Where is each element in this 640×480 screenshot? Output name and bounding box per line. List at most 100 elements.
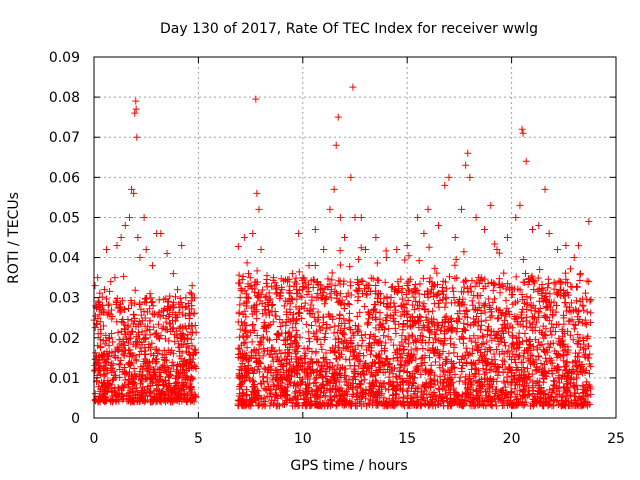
data-point xyxy=(332,335,340,343)
data-point xyxy=(520,299,528,307)
data-point xyxy=(187,384,195,392)
data-point xyxy=(105,300,113,308)
data-point xyxy=(431,392,439,400)
data-point-peak xyxy=(522,157,530,165)
data-point xyxy=(547,298,555,306)
data-point xyxy=(389,283,397,291)
data-point xyxy=(140,362,148,370)
data-point-peak xyxy=(305,262,313,270)
data-point xyxy=(541,348,549,356)
data-point xyxy=(379,398,387,406)
data-point xyxy=(347,282,355,290)
data-point xyxy=(296,386,304,394)
data-point xyxy=(309,305,317,313)
data-point xyxy=(474,322,482,330)
data-point-peak xyxy=(516,201,524,209)
data-point xyxy=(259,352,267,360)
data-point xyxy=(506,401,514,409)
data-point xyxy=(409,301,417,309)
data-point xyxy=(448,318,456,326)
data-point xyxy=(149,302,157,310)
data-point xyxy=(281,276,289,284)
data-point xyxy=(424,326,432,334)
data-point xyxy=(124,304,132,312)
data-point xyxy=(576,316,584,324)
data-point xyxy=(147,294,155,302)
data-point xyxy=(545,401,553,409)
data-point xyxy=(422,313,430,321)
data-point xyxy=(391,348,399,356)
data-point xyxy=(263,272,271,280)
data-point xyxy=(431,402,439,410)
x-axis-label: GPS time / hours xyxy=(290,458,407,474)
data-point xyxy=(398,375,406,383)
data-point xyxy=(533,318,541,326)
data-point xyxy=(382,385,390,393)
data-point xyxy=(107,360,115,368)
data-point xyxy=(571,389,579,397)
data-point xyxy=(503,304,511,312)
data-point xyxy=(262,311,270,319)
data-point xyxy=(582,381,590,389)
data-point xyxy=(398,387,406,395)
data-point xyxy=(164,373,172,381)
data-point xyxy=(458,333,466,341)
data-point xyxy=(543,314,551,322)
data-point-peak xyxy=(341,234,349,241)
data-point xyxy=(260,400,268,408)
data-point xyxy=(176,294,184,302)
data-point xyxy=(168,358,176,366)
data-point xyxy=(416,280,424,288)
data-point xyxy=(366,339,374,347)
plot-frame xyxy=(93,56,617,419)
data-point xyxy=(102,386,110,394)
data-point xyxy=(301,358,309,366)
data-point xyxy=(397,275,405,283)
data-point xyxy=(387,379,395,387)
data-point xyxy=(236,345,244,353)
data-point xyxy=(540,375,548,383)
data-point xyxy=(461,276,469,284)
data-point xyxy=(563,358,571,366)
data-point xyxy=(461,326,469,334)
data-point xyxy=(538,281,546,289)
data-point xyxy=(157,389,165,397)
data-point xyxy=(246,274,254,282)
data-point xyxy=(431,381,439,389)
chart-title: Day 130 of 2017, Rate Of TEC Index for r… xyxy=(160,21,538,37)
data-point xyxy=(466,389,474,397)
data-point-peak xyxy=(466,173,474,181)
data-point-peak xyxy=(487,201,495,209)
data-point xyxy=(329,315,337,323)
data-point xyxy=(465,394,473,402)
data-point xyxy=(555,372,563,380)
data-point xyxy=(419,274,427,282)
data-point xyxy=(410,306,418,314)
data-point xyxy=(253,267,261,275)
data-point xyxy=(120,325,128,333)
data-point xyxy=(319,380,327,388)
data-point xyxy=(300,367,308,375)
data-point xyxy=(453,317,461,325)
data-point xyxy=(568,368,576,376)
data-point xyxy=(387,299,395,307)
data-point xyxy=(251,326,259,334)
data-point xyxy=(470,320,478,328)
data-point xyxy=(465,376,473,384)
data-point xyxy=(373,276,381,284)
data-point xyxy=(106,287,114,295)
data-point xyxy=(311,375,319,383)
data-point xyxy=(402,336,410,344)
data-point xyxy=(113,295,121,303)
data-point xyxy=(145,370,153,378)
y-tick-label: 0 xyxy=(71,411,80,427)
data-point xyxy=(166,327,174,335)
data-point xyxy=(515,374,523,382)
data-point xyxy=(285,295,293,303)
data-point-peak xyxy=(457,205,465,213)
data-point xyxy=(251,288,259,296)
data-point xyxy=(262,385,270,393)
data-point xyxy=(511,381,519,389)
data-point xyxy=(381,347,389,355)
data-point xyxy=(317,363,325,371)
